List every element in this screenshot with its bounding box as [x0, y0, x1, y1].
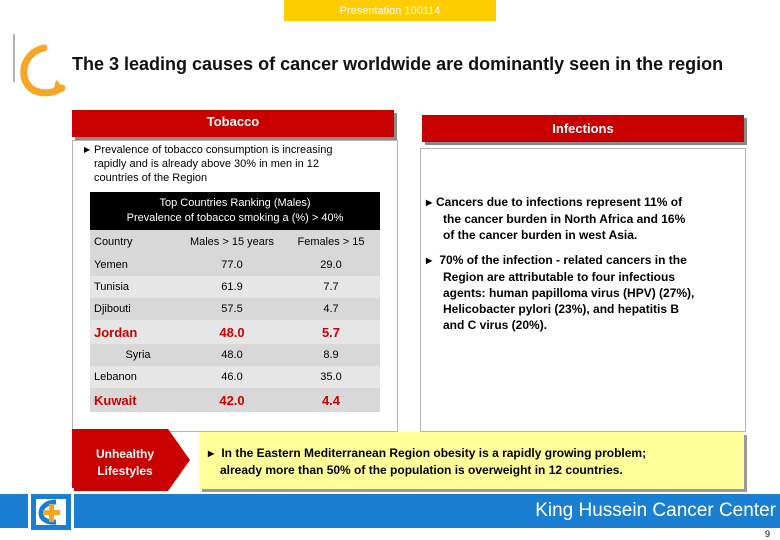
infections-bullet-2: ▶ 70% of the infection - related cancers…	[426, 252, 742, 333]
table-row: Syria 48.0 8.9	[90, 344, 380, 366]
table-cell-males: 77.0	[221, 259, 243, 271]
table-cell-females: 35.0	[320, 371, 342, 383]
table-heading-line2: Prevalence of tobacco smoking a (%) > 40…	[126, 212, 344, 224]
infections-bullet-1-line1: Cancers due to infections represent 11% …	[436, 195, 683, 209]
table-row: Jordan 48.0 5.7	[90, 320, 380, 344]
obesity-note-line2: already more than 50% of the population …	[220, 463, 623, 477]
table-cell-females: 29.0	[320, 259, 342, 271]
tab-tobacco-label: Tobacco	[206, 114, 260, 129]
table-cell-country: Syria	[125, 349, 151, 361]
presentation-tag: Presentation 100114	[284, 0, 496, 21]
lifestyle-label: Unhealthy Lifestyles	[75, 446, 175, 480]
obesity-note: ▶ In the Eastern Mediterranean Region ob…	[208, 445, 738, 478]
page-number: 9	[764, 529, 770, 539]
bullet-arrow-icon: ▶	[426, 256, 433, 265]
tobacco-bullet-line3: countries of the Region	[94, 172, 208, 184]
lifestyle-arrow-box	[72, 429, 190, 491]
table-row: Djibouti 57.5 4.7	[90, 298, 380, 320]
table-cell-males: 46.0	[221, 371, 243, 383]
infections-bullet-1: ▶ Cancers due to infections represent 11%…	[426, 194, 742, 243]
bullet-arrow-icon: ▶	[84, 145, 91, 154]
tab-infections: Infections	[422, 115, 744, 142]
infections-bullet-1-line3: of the cancer burden in west Asia.	[443, 228, 638, 242]
table-row: Tunisia 61.9 7.7	[90, 276, 380, 298]
table-cell-males: 42.0	[219, 392, 245, 408]
table-cell-females: 7.7	[323, 281, 339, 293]
tobacco-bullet-line2: rapidly and is already above 30% in men …	[94, 158, 320, 170]
bullet-arrow-icon: ▶	[426, 198, 433, 207]
lifestyle-label-line1: Unhealthy	[95, 447, 154, 461]
infections-bullet-1-line2: the cancer burden in North Africa and 16…	[443, 212, 686, 226]
khcc-logo-icon	[31, 494, 71, 530]
table-row: Kuwait 42.0 4.4	[90, 388, 380, 412]
table-cell-males: 48.0	[219, 324, 245, 340]
tobacco-ranking-table: Top Countries Ranking (Males) Prevalence…	[90, 192, 380, 412]
footer-logo	[28, 488, 74, 534]
table-cell-country: Lebanon	[94, 371, 137, 383]
bullet-arrow-icon: ▶	[208, 449, 215, 458]
infections-bullet-2-line2: Region are attributable to four infectio…	[443, 270, 676, 284]
infections-panel	[420, 148, 746, 432]
table-header-row: Country Males > 15 years Females > 15	[90, 230, 380, 254]
tobacco-bullet: ▶ Prevalence of tobacco consumption is in…	[84, 143, 389, 185]
slide-title: The 3 leading causes of cancer worldwide…	[72, 54, 724, 74]
infections-bullet-2-line5: and C virus (20%).	[443, 318, 548, 332]
table-row: Lebanon 46.0 35.0	[90, 366, 380, 388]
infections-bullet-2-line4: Helicobacter pylori (23%), and hepatitis…	[443, 302, 680, 316]
table-cell-males: 61.9	[221, 281, 243, 293]
lifestyle-label-line2: Lifestyles	[97, 464, 153, 478]
table-heading-line1: Top Countries Ranking (Males)	[159, 197, 311, 209]
column-header: Females > 15	[297, 236, 365, 248]
table-body: Country Males > 15 years Females > 15 Ye…	[90, 230, 380, 412]
table-cell-country: Djibouti	[94, 303, 131, 315]
table-cell-males: 57.5	[221, 303, 243, 315]
table-cell-country: Jordan	[94, 324, 138, 340]
table-cell-females: 4.4	[321, 392, 341, 408]
footer-center-name: King Hussein Cancer Center	[535, 500, 776, 521]
obesity-note-line1: In the Eastern Mediterranean Region obes…	[221, 446, 647, 460]
table-heading: Top Countries Ranking (Males) Prevalence…	[90, 192, 380, 230]
infections-bullet-2-line1: 70% of the infection - related cancers i…	[439, 253, 687, 267]
infections-bullet-2-line3: agents: human papilloma virus (HPV) (27%…	[443, 286, 695, 300]
table-cell-country: Kuwait	[94, 392, 137, 408]
table-cell-males: 48.0	[221, 349, 243, 361]
table-cell-females: 5.7	[321, 324, 341, 340]
footer-bar	[0, 494, 780, 528]
column-header: Country	[94, 236, 133, 248]
column-header: Males > 15 years	[189, 236, 275, 248]
tab-tobacco: Tobacco	[72, 110, 394, 137]
table-cell-country: Tunisia	[94, 281, 130, 293]
table-cell-females: 4.7	[323, 303, 339, 315]
table-row: Yemen 77.0 29.0	[90, 254, 380, 276]
table-cell-females: 8.9	[323, 349, 339, 361]
logo-swoosh-icon	[13, 34, 66, 97]
table-cell-country: Yemen	[94, 259, 128, 271]
tobacco-bullet-line1: Prevalence of tobacco consumption is inc…	[94, 144, 333, 156]
obesity-note-box	[199, 432, 744, 489]
